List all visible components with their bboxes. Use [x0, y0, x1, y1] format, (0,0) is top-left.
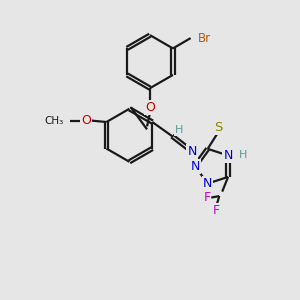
Text: N: N — [190, 160, 200, 173]
Text: N: N — [224, 149, 233, 162]
Text: Br: Br — [198, 32, 211, 45]
Text: F: F — [203, 191, 210, 204]
Text: S: S — [214, 121, 222, 134]
Text: H: H — [238, 151, 247, 160]
Text: F: F — [213, 204, 220, 217]
Text: N: N — [203, 177, 212, 190]
Text: O: O — [145, 101, 155, 114]
Text: CH₃: CH₃ — [44, 116, 64, 126]
Text: O: O — [81, 114, 91, 127]
Text: N: N — [188, 145, 197, 158]
Text: H: H — [175, 125, 184, 135]
